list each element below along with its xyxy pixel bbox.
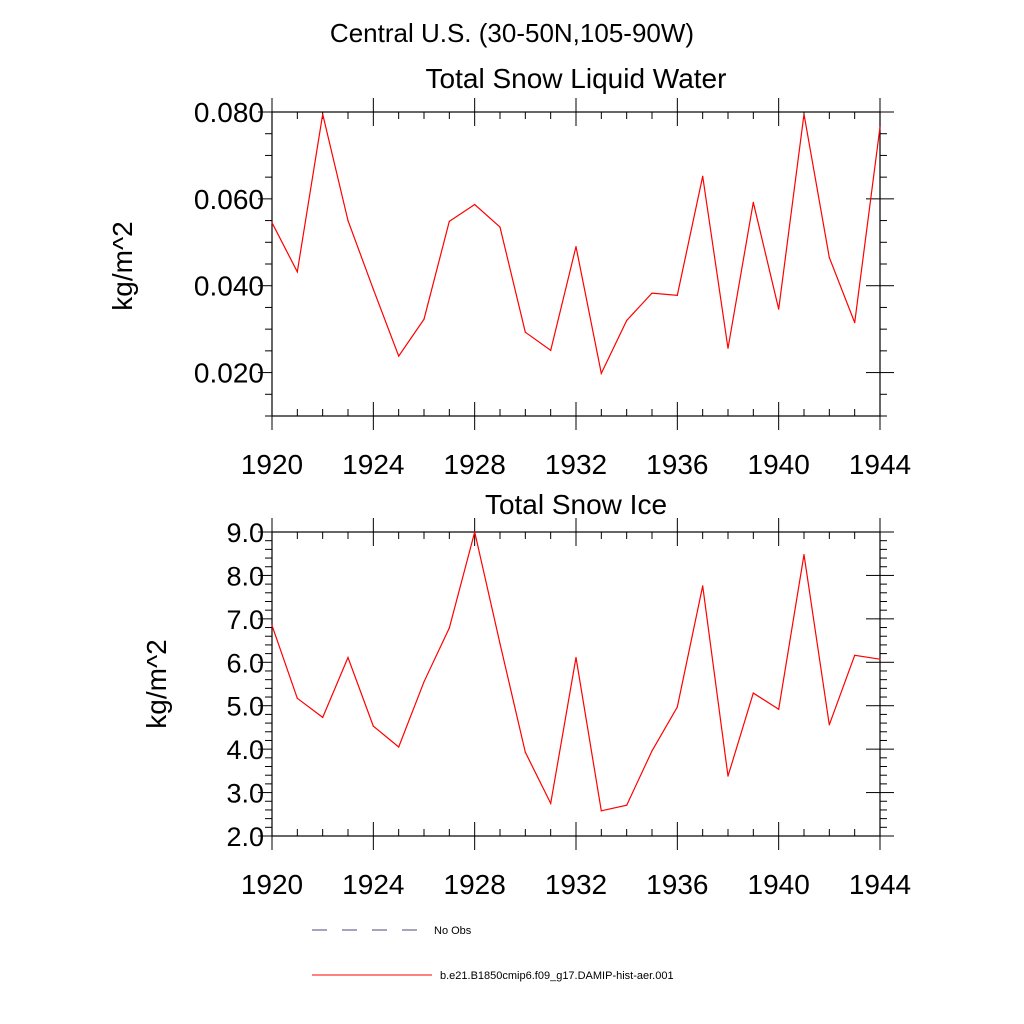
y-tick-label: 2.0 (226, 822, 264, 852)
data-point (702, 175, 704, 177)
y-tick-label: 0.060 (194, 184, 264, 215)
data-point (879, 126, 881, 128)
data-point (676, 294, 678, 296)
data-point (474, 531, 476, 533)
data-point (271, 222, 273, 224)
y-tick-label: 9.0 (226, 518, 264, 548)
panel-title: Total Snow Liquid Water (426, 63, 727, 94)
data-point (524, 331, 526, 333)
data-point (600, 810, 602, 812)
data-point (296, 697, 298, 699)
data-point (727, 775, 729, 777)
data-point (626, 804, 628, 806)
data-point (702, 585, 704, 587)
data-point (752, 692, 754, 694)
data-point (372, 725, 374, 727)
legend-label-no-obs: No Obs (434, 925, 472, 937)
y-tick-label: 6.0 (226, 648, 264, 678)
data-point (499, 643, 501, 645)
x-tick-label: 1928 (444, 449, 506, 480)
x-tick-label: 1944 (849, 869, 911, 900)
data-point (854, 322, 856, 324)
data-point (550, 802, 552, 805)
data-point (676, 706, 678, 708)
y-tick-label: 5.0 (226, 692, 264, 722)
x-tick-label: 1940 (748, 869, 810, 900)
data-point (879, 658, 881, 660)
data-point (550, 349, 552, 352)
x-tick-label: 1920 (241, 449, 303, 480)
figure-title: Central U.S. (30-50N,105-90W) (330, 18, 694, 48)
data-point (423, 318, 425, 320)
data-point (828, 724, 830, 726)
y-axis-label: kg/m^2 (107, 221, 138, 310)
x-tick-label: 1936 (646, 449, 708, 480)
data-point (803, 113, 805, 115)
data-point (372, 288, 374, 290)
y-tick-label: 0.020 (194, 358, 264, 389)
x-tick-label: 1924 (342, 449, 404, 480)
panel-snow-ice: Total Snow Ice kg/m^2 1920 1924 1928 1932 19… (141, 489, 911, 900)
x-tick-label: 1924 (342, 869, 404, 900)
data-point (499, 226, 501, 228)
data-point (854, 654, 856, 656)
data-point (322, 113, 324, 115)
data-point (651, 292, 653, 294)
data-point (575, 246, 577, 248)
data-point (271, 624, 273, 626)
y-tick-label: 0.080 (194, 97, 264, 128)
data-point (828, 256, 830, 259)
data-point (575, 656, 577, 659)
data-point (778, 708, 780, 710)
data-point (778, 308, 780, 310)
y-tick-label: 4.0 (226, 735, 264, 765)
plot-frame (271, 111, 881, 417)
data-point (398, 746, 400, 748)
y-tick-label: 7.0 (226, 605, 264, 635)
data-point (524, 751, 526, 753)
data-point (322, 716, 324, 719)
data-point (626, 319, 628, 322)
legend-label-model: b.e21.B1850cmip6.f09_g17.DAMIP-hist-aer.… (440, 970, 674, 982)
x-tick-label: 1932 (545, 869, 607, 900)
x-tick-label: 1932 (545, 449, 607, 480)
legend: No Obs b.e21.B1850cmip6.f09_g17.DAMIP-hi… (312, 925, 674, 982)
data-point (296, 271, 298, 273)
data-point (600, 372, 602, 375)
x-tick-label: 1936 (646, 869, 708, 900)
x-tick-label: 1928 (444, 869, 506, 900)
data-point (448, 220, 450, 223)
data-point (803, 553, 805, 556)
data-point (347, 656, 349, 659)
data-point (423, 681, 425, 683)
data-point (727, 347, 729, 349)
plot-frame (271, 531, 881, 837)
panel-title: Total Snow Ice (485, 489, 667, 520)
x-tick-label: 1944 (849, 449, 911, 480)
y-tick-label: 8.0 (226, 561, 264, 591)
data-point (398, 355, 400, 357)
series-line (271, 114, 881, 376)
data-point (448, 627, 450, 629)
x-tick-label: 1940 (748, 449, 810, 480)
series-line (271, 531, 881, 812)
data-point (651, 750, 653, 752)
y-axis-label: kg/m^2 (141, 639, 172, 728)
data-point (752, 201, 754, 203)
x-tick-label: 1920 (241, 869, 303, 900)
panel-snow-liquid-water: Total Snow Liquid Water kg/m^2 1920 1924 1… (107, 63, 911, 480)
data-point (347, 219, 349, 222)
y-tick-label: 0.040 (194, 271, 264, 302)
y-tick-label: 3.0 (226, 779, 264, 809)
data-point (474, 203, 476, 206)
